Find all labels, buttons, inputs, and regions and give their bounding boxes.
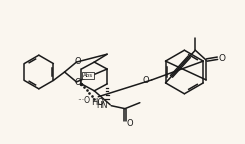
- Text: O: O: [219, 54, 226, 63]
- Text: O: O: [127, 119, 134, 128]
- Text: O: O: [74, 57, 81, 66]
- Text: Abs: Abs: [83, 73, 93, 78]
- Text: HN: HN: [97, 101, 108, 110]
- Text: O: O: [142, 76, 149, 85]
- Text: ···O: ···O: [77, 96, 90, 105]
- Text: O: O: [74, 78, 81, 87]
- Text: HO: HO: [91, 98, 104, 107]
